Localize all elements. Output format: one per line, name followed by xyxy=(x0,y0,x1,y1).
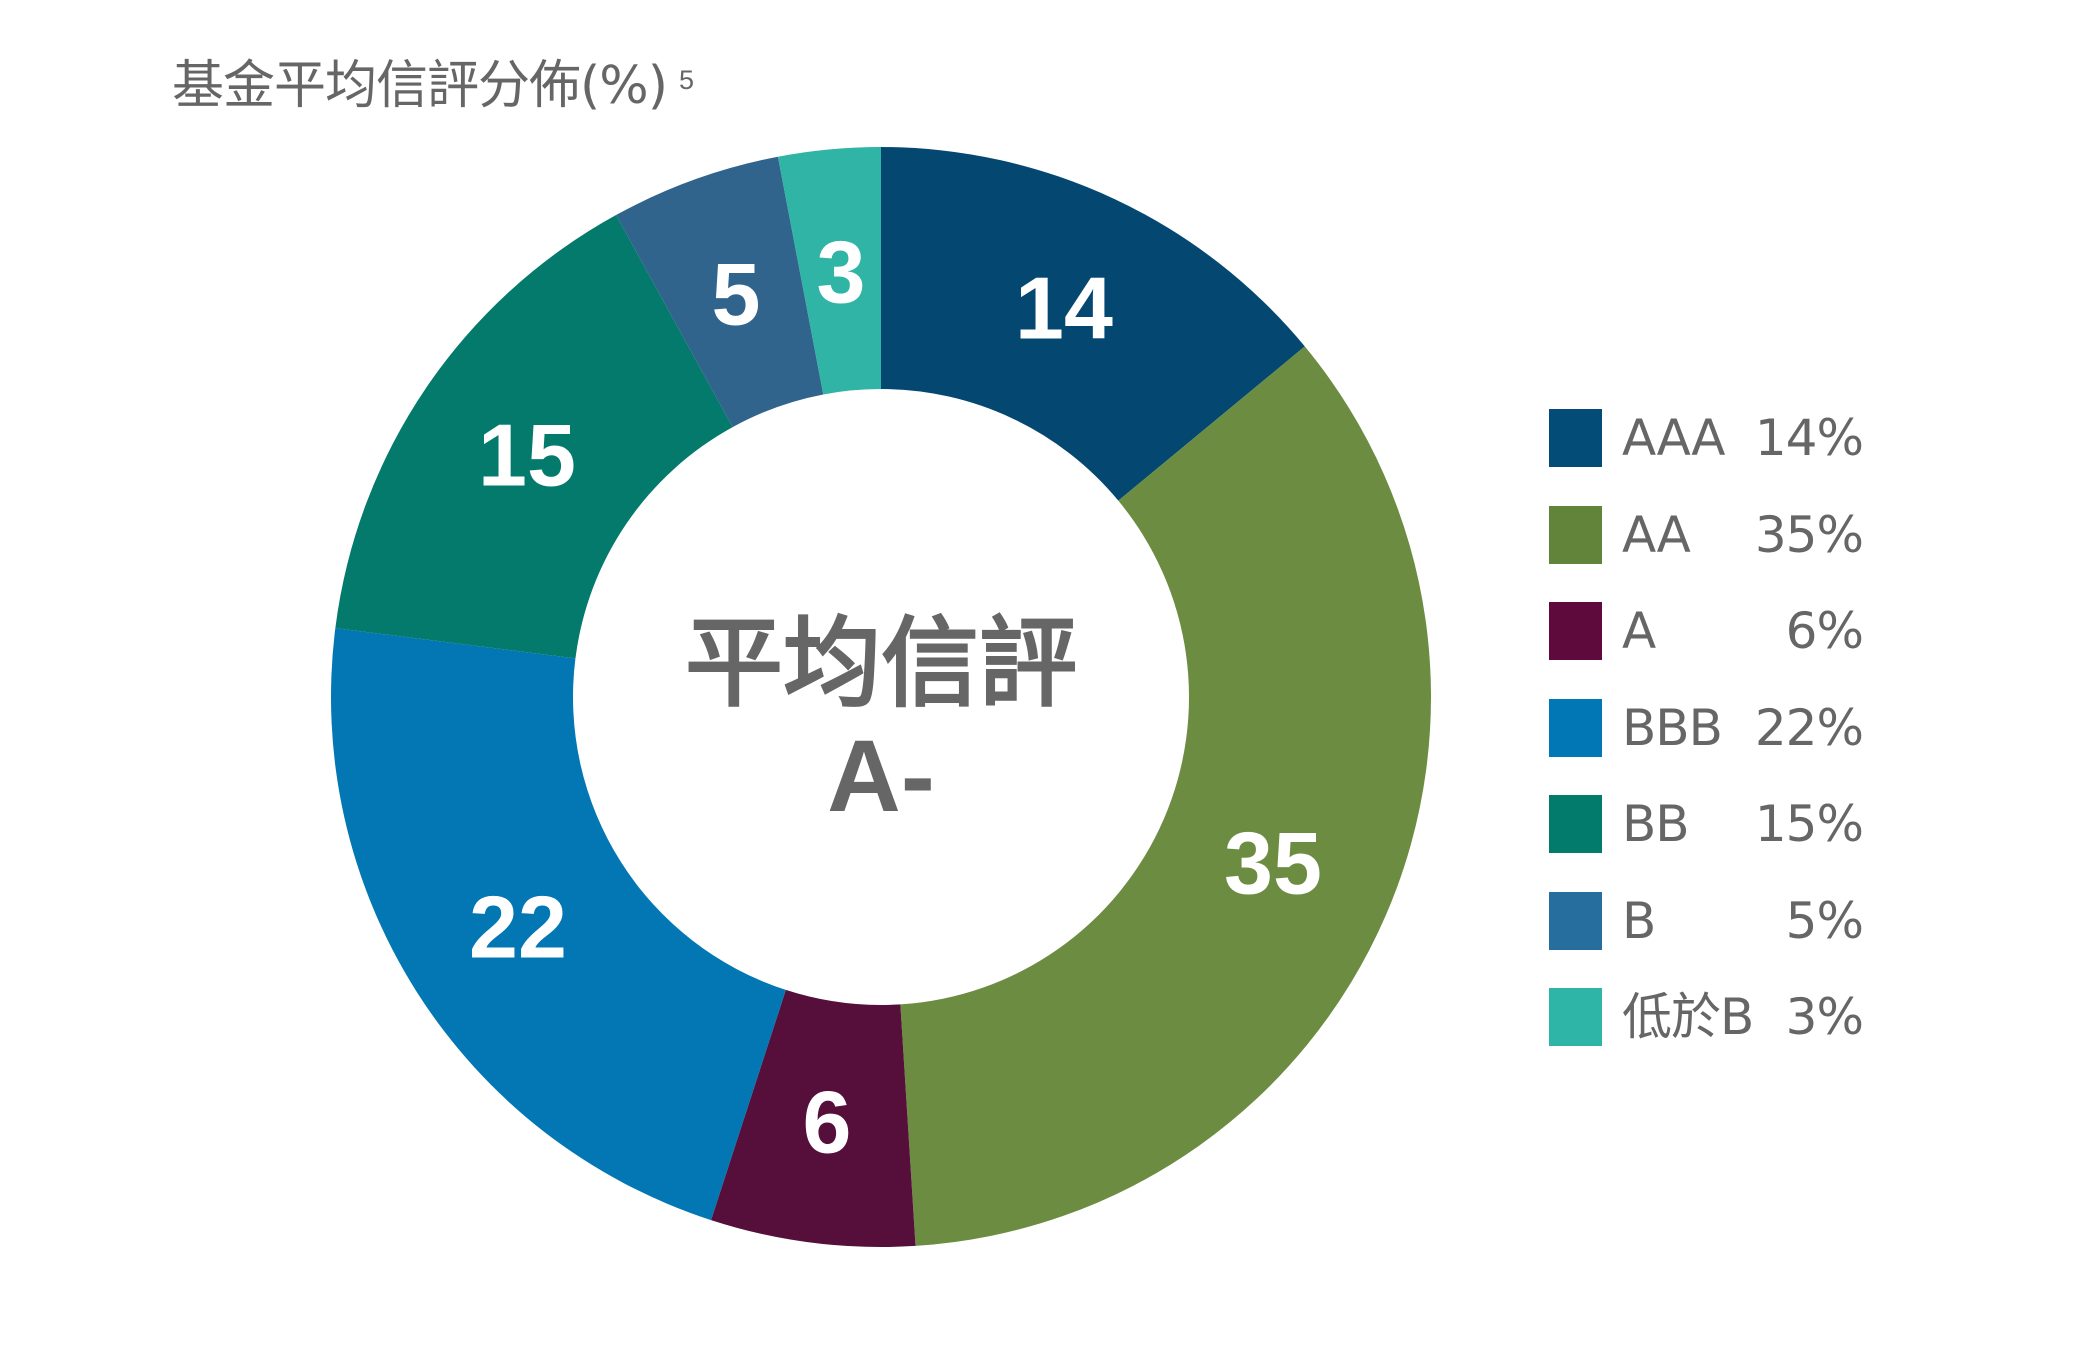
slice-data-label: 6 xyxy=(803,1073,852,1172)
legend-swatch xyxy=(1549,602,1602,660)
legend-label: 低於B xyxy=(1622,988,1754,1046)
legend-label: AA xyxy=(1622,505,1691,564)
legend-swatch xyxy=(1549,409,1602,467)
legend-swatch xyxy=(1549,795,1602,853)
legend-item-below-b: 低於B 3% xyxy=(1549,988,1869,1046)
donut-slice-BBB xyxy=(331,628,786,1221)
donut-slice-AA xyxy=(900,346,1431,1246)
legend-value: 6% xyxy=(1785,602,1864,660)
title-footnote-marker: 5 xyxy=(679,65,694,95)
legend-value: 14% xyxy=(1754,409,1864,467)
donut-slice-AAA xyxy=(881,147,1305,501)
slice-data-label: 14 xyxy=(1015,259,1113,358)
legend-label: BB xyxy=(1622,795,1690,853)
legend-item-bbb: BBB 22% xyxy=(1549,698,1869,757)
chart-title-text: 基金平均信評分佈(%) xyxy=(172,56,668,116)
donut-slice-B xyxy=(616,156,824,428)
legend: AAA 14% AA 35% A 6% BBB 22% BB 15% B 5% … xyxy=(1549,409,1869,1085)
legend-value: 3% xyxy=(1785,988,1864,1046)
slice-data-label: 35 xyxy=(1224,814,1322,913)
legend-value: 22% xyxy=(1754,698,1864,757)
legend-label: B xyxy=(1622,891,1656,950)
legend-item-aa: AA 35% xyxy=(1549,505,1869,564)
legend-swatch xyxy=(1549,698,1602,757)
donut-slice-A xyxy=(711,989,916,1247)
legend-item-aaa: AAA 14% xyxy=(1549,409,1869,467)
legend-label: AAA xyxy=(1622,409,1725,467)
donut-slice-BB xyxy=(335,215,733,659)
legend-label: BBB xyxy=(1622,698,1723,757)
slice-data-label: 22 xyxy=(469,878,567,977)
slice-data-label: 15 xyxy=(478,406,576,505)
legend-item-bb: BB 15% xyxy=(1549,795,1869,853)
legend-label: A xyxy=(1622,602,1656,660)
center-value: A- xyxy=(827,719,935,833)
donut-slice-labels: 14 35 6 22 15 5 3 xyxy=(469,223,1322,1172)
slice-data-label: 3 xyxy=(817,223,866,322)
donut-slices xyxy=(331,147,1431,1247)
legend-swatch xyxy=(1549,891,1602,950)
legend-swatch xyxy=(1549,988,1602,1046)
center-label: 平均信評 xyxy=(685,607,1077,721)
legend-swatch xyxy=(1549,505,1602,564)
chart-title: 基金平均信評分佈(%) 5 xyxy=(172,50,694,122)
legend-item-a: A 6% xyxy=(1549,602,1869,660)
legend-item-b: B 5% xyxy=(1549,891,1869,950)
donut-slice-低於B xyxy=(777,147,881,395)
legend-value: 35% xyxy=(1754,505,1864,564)
legend-value: 15% xyxy=(1754,795,1864,853)
slice-data-label: 5 xyxy=(712,245,761,344)
legend-value: 5% xyxy=(1785,891,1864,950)
